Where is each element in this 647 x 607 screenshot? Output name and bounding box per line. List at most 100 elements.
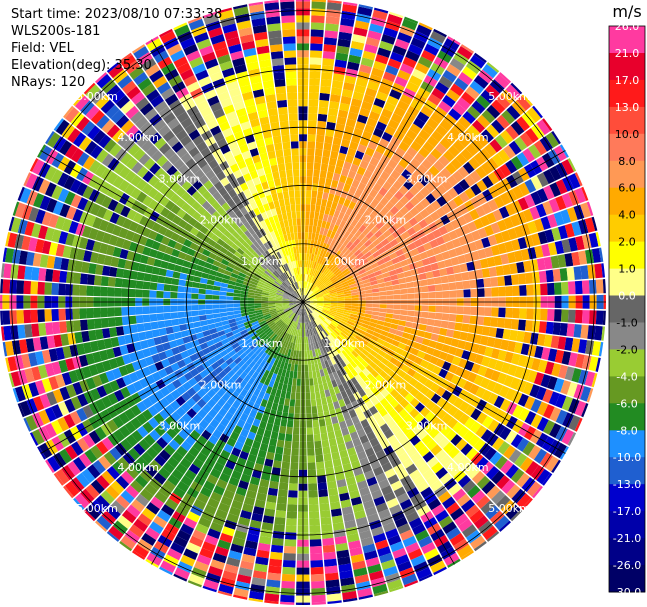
velocity-gate [358, 4, 373, 10]
velocity-gate [316, 298, 324, 301]
velocity-gate [490, 244, 500, 256]
velocity-gate [380, 238, 390, 247]
velocity-gate [452, 102, 466, 116]
velocity-gate [389, 11, 404, 19]
velocity-gate [481, 109, 496, 124]
velocity-gate [481, 237, 491, 248]
velocity-gate [507, 251, 516, 264]
velocity-gate [527, 220, 538, 234]
velocity-gate [333, 209, 341, 218]
velocity-gate [343, 1, 358, 7]
velocity-gate [435, 207, 446, 218]
velocity-gate [305, 204, 311, 212]
velocity-gate [310, 36, 324, 44]
velocity-gate [539, 136, 553, 152]
velocity-gate [467, 124, 481, 138]
velocity-gate [541, 243, 551, 257]
velocity-gate [454, 273, 463, 282]
velocity-gate [382, 71, 397, 83]
velocity-gate [355, 262, 363, 269]
velocity-gate [578, 250, 588, 265]
velocity-gate [389, 205, 400, 216]
velocity-gate [393, 106, 406, 118]
velocity-gate [450, 83, 465, 97]
velocity-gate [303, 295, 305, 302]
velocity-gate [350, 235, 358, 244]
velocity-gate [414, 286, 422, 293]
velocity-gate [369, 234, 378, 243]
velocity-gate [341, 283, 350, 288]
velocity-gate [499, 192, 511, 206]
velocity-gate [341, 246, 349, 254]
velocity-gate [360, 57, 374, 68]
velocity-gate [503, 145, 516, 159]
velocity-gate [321, 156, 330, 165]
velocity-gate [357, 233, 366, 241]
velocity-gate [332, 224, 339, 233]
velocity-gate [337, 109, 349, 119]
velocity-gate [328, 157, 337, 166]
velocity-gate [575, 235, 585, 251]
velocity-gate [330, 264, 337, 272]
velocity-gate [347, 263, 355, 271]
velocity-gate [521, 94, 533, 107]
velocity-gate [367, 272, 376, 279]
velocity-gate [309, 300, 317, 302]
velocity-gate [315, 270, 320, 278]
velocity-gate [361, 200, 371, 210]
velocity-gate [310, 204, 316, 212]
velocity-gate [430, 177, 441, 189]
velocity-gate [369, 157, 380, 167]
velocity-gate [487, 199, 499, 212]
velocity-gate [328, 273, 335, 280]
start-time-text: Start time: 2023/08/10 07:33:38 [11, 7, 223, 22]
velocity-gate [305, 197, 311, 205]
velocity-gate [434, 284, 443, 292]
velocity-gate [309, 64, 321, 72]
velocity-gate [461, 271, 470, 281]
velocity-gate [313, 287, 319, 293]
velocity-gate [325, 221, 331, 230]
velocity-gate [461, 91, 475, 105]
velocity-gate [369, 276, 377, 282]
velocity-gate [418, 272, 427, 280]
velocity-gate [328, 223, 335, 231]
velocity-gate [432, 269, 441, 278]
velocity-gate [448, 248, 458, 258]
velocity-gate [365, 194, 374, 204]
velocity-gate [306, 289, 310, 296]
velocity-gate [389, 215, 399, 225]
velocity-gate [505, 125, 519, 140]
velocity-gate [327, 285, 335, 290]
velocity-gate [317, 248, 322, 256]
velocity-gate [316, 297, 324, 300]
velocity-gate [508, 140, 522, 155]
velocity-gate [549, 182, 562, 197]
velocity-gate [430, 211, 440, 222]
velocity-gate [442, 69, 457, 83]
velocity-gate [406, 146, 418, 158]
velocity-gate [419, 235, 430, 245]
velocity-gate [533, 140, 547, 156]
velocity-gate [505, 203, 516, 216]
velocity-gate [408, 217, 418, 227]
velocity-gate [433, 160, 445, 172]
velocity-gate [371, 217, 380, 226]
velocity-gate [334, 130, 344, 139]
velocity-gate [400, 288, 408, 295]
velocity-gate [420, 285, 429, 293]
velocity-gate [363, 282, 371, 288]
velocity-gate [429, 239, 439, 249]
velocity-gate [532, 105, 543, 119]
velocity-gate [307, 148, 315, 156]
velocity-gate [341, 89, 354, 98]
velocity-gate [322, 149, 331, 158]
velocity-gate [465, 86, 480, 100]
velocity-gate [476, 114, 491, 129]
nrays-text: NRays: 120 [11, 75, 86, 90]
velocity-gate [493, 167, 506, 181]
velocity-gate [522, 148, 536, 163]
velocity-gate [375, 121, 387, 132]
velocity-gate [309, 298, 317, 301]
velocity-gate [352, 91, 364, 101]
